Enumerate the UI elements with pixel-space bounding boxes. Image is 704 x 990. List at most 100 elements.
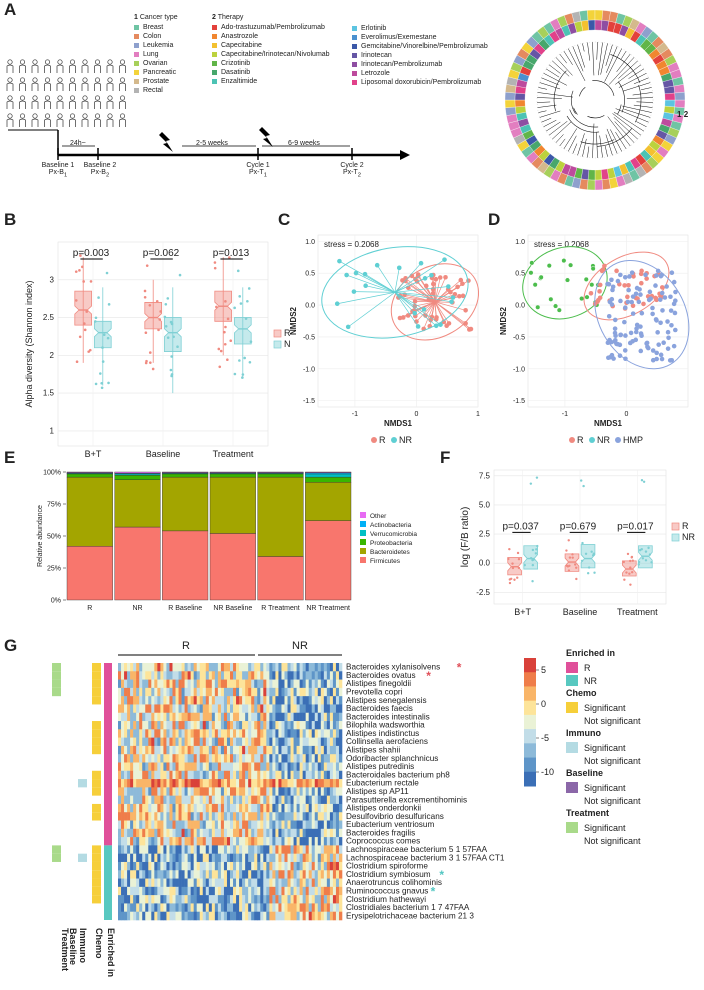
heatmap-cell (148, 853, 152, 863)
heatmap-cell (220, 679, 225, 689)
heatmap-cell (169, 696, 173, 705)
heatmap-cell (329, 663, 334, 672)
heatmap-cell (251, 729, 255, 738)
heatmap-cell (323, 704, 328, 714)
data-point (507, 557, 510, 561)
heatmap-cell (236, 870, 240, 879)
data-point (85, 310, 89, 313)
data-point (625, 299, 631, 305)
heatmap-cell (236, 803, 240, 813)
heatmap-cell (263, 762, 267, 772)
heatmap-cell (181, 704, 185, 714)
heatmap-cell (151, 787, 155, 796)
heatmap-cell (278, 663, 282, 672)
heatmap-cell (257, 895, 261, 904)
heatmap-cell (214, 704, 219, 714)
heatmap-cell (145, 861, 149, 871)
heatmap-cell (124, 803, 128, 813)
annotation-column-label: Chemo (94, 928, 104, 959)
heatmap-cell (163, 911, 167, 921)
heatmap-cell (211, 721, 216, 730)
heatmap-cell (281, 903, 285, 913)
heatmap-cell (145, 870, 149, 879)
ring-outer-segment (673, 84, 685, 94)
heatmap-cell (278, 895, 282, 904)
color-scale-label: 5 (541, 665, 546, 675)
heatmap-cell (226, 895, 231, 904)
legend-swatch (134, 88, 139, 93)
heatmap-cell (124, 787, 128, 796)
x-tick-label: R Baseline (168, 605, 202, 612)
heatmap-cell (160, 820, 164, 830)
heatmap-cell (118, 671, 122, 680)
heatmap-cell (308, 663, 313, 672)
heatmap-cell (163, 861, 167, 871)
data-point (653, 283, 658, 288)
legend-label: R (379, 435, 386, 445)
heatmap-cell (260, 737, 264, 747)
heatmap-cell (332, 704, 337, 714)
heatmap-cell (278, 704, 282, 714)
heatmap-cell (299, 870, 303, 879)
heatmap-cell (142, 687, 146, 697)
heatmap-cell (269, 795, 273, 805)
heatmap-cell (317, 729, 322, 738)
heatmap-cell (181, 812, 185, 821)
heatmap-cell (172, 795, 176, 805)
heatmap-cell (275, 853, 279, 863)
dendrogram-branch (537, 101, 551, 103)
heatmap-cell (196, 795, 201, 805)
bar-segment-bacteroidetes (162, 476, 209, 532)
heatmap-cell (187, 787, 191, 796)
dendrogram-arc (579, 87, 586, 97)
heatmap-cell (181, 845, 185, 854)
heatmap-cell (263, 696, 267, 705)
heatmap-cell (166, 812, 170, 821)
heatmap-cell (136, 886, 140, 896)
heatmap-cell (145, 687, 149, 697)
heatmap-cell (199, 754, 204, 763)
bar-segment-other (257, 471, 304, 473)
heatmap-cell (335, 787, 340, 796)
heatmap-cell (223, 762, 228, 772)
heatmap-cell (196, 671, 201, 680)
heatmap-cell (130, 770, 134, 780)
heatmap-cell (157, 886, 161, 896)
heatmap-cell (220, 820, 225, 830)
spider-line (434, 301, 466, 311)
heatmap-cell (260, 663, 264, 672)
heatmap-cell (202, 870, 207, 879)
heatmap-cell (145, 770, 149, 780)
heatmap-cell (220, 762, 225, 772)
heatmap-cell (251, 679, 255, 689)
data-point (433, 276, 439, 282)
heatmap-cell (326, 729, 331, 738)
heatmap-cell (202, 803, 207, 813)
heatmap-cell (278, 737, 282, 747)
heatmap-cell (323, 886, 328, 896)
x-tick-label: Baseline (146, 449, 181, 459)
legend-label: Liposomal doxorubicin/Pembrolizumab (361, 79, 482, 86)
heatmap-cell (272, 812, 276, 821)
heatmap-cell (178, 779, 182, 788)
heatmap-cell (239, 721, 243, 730)
data-point (74, 299, 78, 302)
heatmap-cell (284, 663, 288, 672)
data-point (647, 546, 650, 550)
heatmap-cell (299, 837, 303, 846)
bar-segment-firmicutes (257, 556, 304, 601)
heatmap-cell (308, 837, 313, 846)
heatmap-cell (302, 679, 306, 689)
heatmap-cell (217, 828, 222, 838)
heatmap-cell (127, 911, 131, 921)
heatmap-cell (323, 837, 328, 846)
person-icon (19, 95, 26, 101)
lightning-icon (159, 132, 173, 152)
data-point (630, 294, 636, 299)
heatmap-cell (311, 820, 316, 830)
heatmap-cell (260, 861, 264, 871)
heatmap-cell (196, 687, 201, 697)
heatmap-cell (302, 878, 306, 888)
data-point (170, 374, 173, 378)
heatmap-cell (290, 828, 294, 838)
